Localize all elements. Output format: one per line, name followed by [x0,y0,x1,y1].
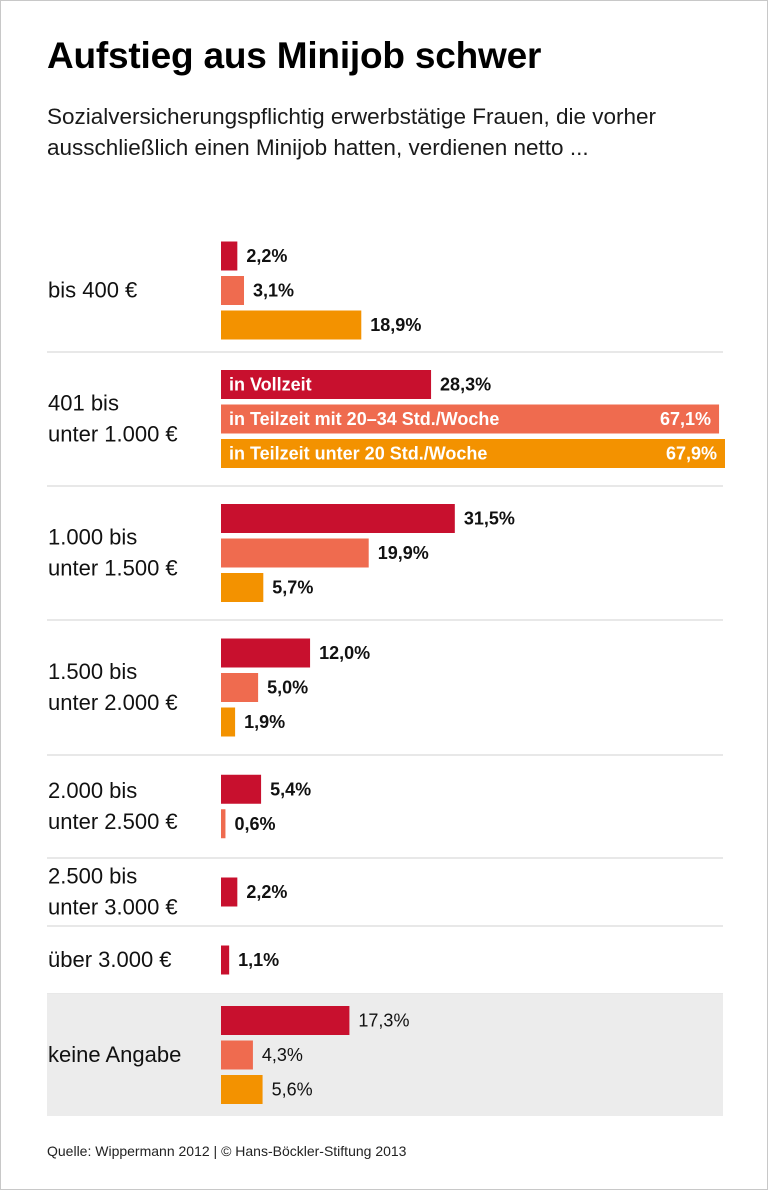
category-group: 1,1% über 3.000 € [48,945,279,975]
bar [221,573,264,602]
source-credit: Quelle: Wippermann 2012 | © Hans-Böckler… [47,1143,407,1159]
category-group: 2,2% 2.500 bis unter 3.000 € [48,864,287,920]
bar [221,774,262,804]
bar [221,538,369,568]
bar [221,370,432,399]
bar [221,1006,350,1035]
bar [221,673,259,702]
category-label: unter 3.000 € [48,895,178,920]
chart-subtitle: Sozialversicherungspflichtig erwerbstäti… [47,104,657,160]
chart-title: Aufstieg aus Minijob schwer [47,35,542,76]
series-legend-label: in Vollzeit [229,375,312,395]
bar [221,241,238,271]
bar [221,809,226,839]
category-label: 1.500 bis [48,659,137,684]
category-label: keine Angabe [48,1042,181,1067]
bar [221,877,238,907]
data-label: 5,0% [267,678,308,698]
data-label: 67,9% [666,444,717,464]
bar [221,404,720,434]
bar [221,1075,263,1104]
category-label: unter 2.000 € [48,690,178,715]
data-label: 3,1% [253,281,294,301]
category-group: 5,4% 0,6% 2.000 bis unter 2.500 € [48,774,311,839]
bar [221,707,236,737]
category-group: 12,0% 5,0% 1,9% 1.500 bis unter 2.000 € [48,638,370,737]
data-label: 18,9% [370,315,421,335]
series-legend-label: in Teilzeit mit 20–34 Std./Woche [229,409,499,429]
bar [221,439,725,468]
data-label: 12,0% [319,643,370,663]
data-label: 1,9% [244,712,285,732]
data-label: 28,3% [440,375,491,395]
bar [221,310,362,340]
data-label: 5,4% [270,779,311,799]
data-label: 1,1% [238,950,279,970]
data-label: 67,1% [660,409,711,429]
data-label: 17,3% [358,1011,409,1031]
bar [221,1040,253,1070]
bar [221,504,455,533]
category-group: 2,2% 3,1% 18,9% bis 400 € [48,241,421,340]
category-label: 2.000 bis [48,778,137,803]
data-label: 5,6% [272,1080,313,1100]
bar [221,945,230,975]
series-legend-label: in Teilzeit unter 20 Std./Woche [229,444,487,464]
category-label: 401 bis [48,391,119,416]
category-label: unter 2.500 € [48,809,178,834]
data-label: 0,6% [234,814,275,834]
bar [221,638,311,668]
data-label: 19,9% [378,543,429,563]
category-label: unter 1.000 € [48,422,178,447]
category-group: 31,5% 19,9% 5,7% 1.000 bis unter 1.500 € [48,504,515,602]
category-group: in Vollzeit 28,3% in Teilzeit mit 20–34 St… [48,370,725,468]
category-label: 1.000 bis [48,525,137,550]
data-label: 2,2% [246,882,287,902]
category-label: über 3.000 € [48,947,172,972]
category-label: bis 400 € [48,278,137,303]
bar [221,276,245,305]
category-shading [47,994,723,1116]
category-group: 17,3% 4,3% 5,6% keine Angabe [47,994,723,1116]
data-label: 2,2% [246,246,287,266]
data-label: 31,5% [464,509,515,529]
data-label: 5,7% [272,578,313,598]
category-label: 2.500 bis [48,864,137,889]
category-label: unter 1.500 € [48,556,178,581]
data-label: 4,3% [262,1045,303,1065]
